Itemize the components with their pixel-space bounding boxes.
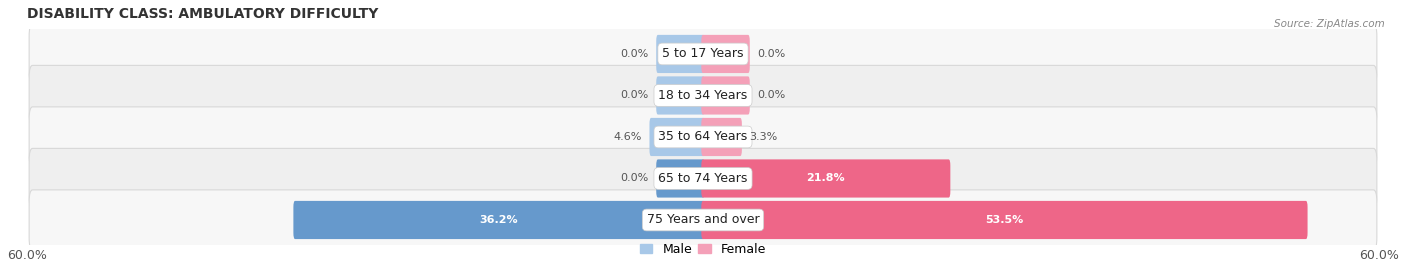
Text: 0.0%: 0.0% (620, 174, 650, 183)
Text: 4.6%: 4.6% (614, 132, 643, 142)
FancyBboxPatch shape (702, 201, 1308, 239)
Text: 0.0%: 0.0% (620, 49, 650, 59)
FancyBboxPatch shape (294, 201, 704, 239)
Legend: Male, Female: Male, Female (640, 243, 766, 256)
FancyBboxPatch shape (650, 118, 704, 156)
FancyBboxPatch shape (702, 118, 742, 156)
FancyBboxPatch shape (30, 107, 1376, 167)
Text: 21.8%: 21.8% (807, 174, 845, 183)
FancyBboxPatch shape (702, 160, 950, 197)
FancyBboxPatch shape (657, 160, 704, 197)
FancyBboxPatch shape (30, 148, 1376, 208)
FancyBboxPatch shape (30, 24, 1376, 84)
Text: 65 to 74 Years: 65 to 74 Years (658, 172, 748, 185)
FancyBboxPatch shape (702, 76, 749, 115)
Text: 3.3%: 3.3% (749, 132, 778, 142)
FancyBboxPatch shape (657, 35, 704, 73)
Text: 75 Years and over: 75 Years and over (647, 214, 759, 226)
FancyBboxPatch shape (702, 35, 749, 73)
Text: 0.0%: 0.0% (620, 90, 650, 100)
Text: 36.2%: 36.2% (479, 215, 519, 225)
Text: Source: ZipAtlas.com: Source: ZipAtlas.com (1274, 19, 1385, 29)
Text: 0.0%: 0.0% (756, 49, 786, 59)
Text: 5 to 17 Years: 5 to 17 Years (662, 47, 744, 61)
Text: 53.5%: 53.5% (986, 215, 1024, 225)
FancyBboxPatch shape (657, 76, 704, 115)
Text: DISABILITY CLASS: AMBULATORY DIFFICULTY: DISABILITY CLASS: AMBULATORY DIFFICULTY (27, 7, 378, 21)
Text: 18 to 34 Years: 18 to 34 Years (658, 89, 748, 102)
FancyBboxPatch shape (30, 65, 1376, 126)
FancyBboxPatch shape (30, 190, 1376, 250)
Text: 0.0%: 0.0% (756, 90, 786, 100)
Text: 35 to 64 Years: 35 to 64 Years (658, 130, 748, 143)
